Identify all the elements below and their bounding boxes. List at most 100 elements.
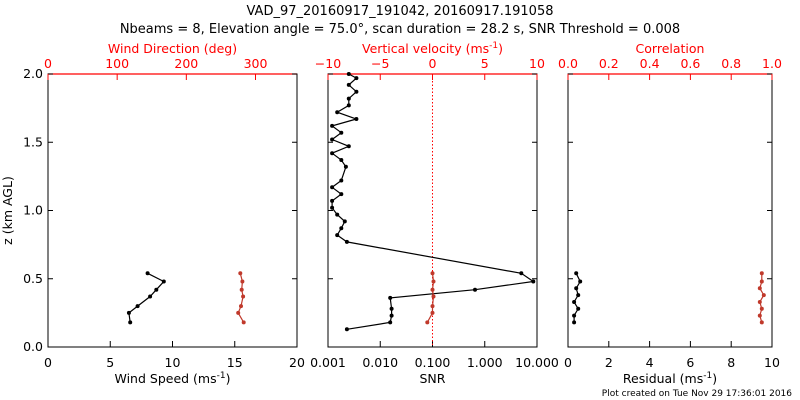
wind-ylabel: z (km AGL) — [0, 176, 15, 245]
wind-series-1-point — [238, 271, 243, 276]
wind-ytick-label: 0.5 — [23, 271, 43, 286]
snr-series-0-point — [339, 158, 344, 162]
wind-ytick-label: 0.0 — [23, 339, 43, 354]
residual-series-0-point — [574, 271, 579, 276]
snr-series-0-point — [354, 76, 359, 81]
snr-series-1-point — [430, 287, 435, 292]
wind-xtick-top-label: 100 — [105, 56, 129, 71]
snr-series-0-point — [388, 295, 393, 300]
wind-xtick-bottom-label: 0 — [44, 355, 52, 370]
figure-title-line1: VAD_97_20160917_191042, 20160917.191058 — [247, 4, 554, 19]
residual-series-1-point — [757, 300, 762, 304]
wind-series-0-point — [145, 271, 150, 276]
snr-series-0-point — [335, 212, 340, 217]
residual-xtick-top-label: 1.0 — [762, 56, 782, 71]
snr-xtick-top-label: −5 — [371, 56, 389, 71]
residual-series-0-point — [576, 293, 581, 298]
wind-bottom-axis-label: Wind Speed (ms-1) — [115, 371, 231, 386]
snr-series-0-point — [343, 164, 348, 169]
snr-xtick-bottom-label: 10.000 — [515, 355, 559, 370]
wind-xtick-top-label: 200 — [174, 56, 198, 71]
figure-title-line2: Nbeams = 8, Elevation angle = 75.0°, sca… — [120, 22, 680, 37]
snr-series-0-point — [531, 279, 536, 284]
snr-series-0-point — [346, 103, 351, 108]
snr-series-0-point — [330, 123, 335, 128]
snr-series-1-point — [430, 304, 435, 309]
residual-xtick-top-label: 0.6 — [680, 56, 700, 71]
residual-bottom-axis-label-superscript: -1 — [703, 371, 712, 381]
wind-top-axis-label: Wind Direction (deg) — [108, 41, 237, 56]
residual-bottom-axis-label: Residual (ms-1) — [623, 371, 717, 386]
snr-xtick-top-label: −10 — [315, 56, 341, 71]
snr-series-0-point — [339, 226, 344, 231]
wind-xtick-bottom-label: 20 — [289, 355, 305, 370]
wind-frame — [47, 73, 298, 348]
snr-xtick-top-label: 0 — [429, 56, 437, 71]
wind-ytick-label: 1.5 — [23, 134, 43, 149]
residual-series-0-point — [576, 306, 581, 311]
snr-series-0-point — [344, 239, 349, 244]
snr-series-0-point — [342, 219, 347, 224]
snr-series-0-point — [346, 72, 351, 76]
wind-bottom-axis-label-superscript: -1 — [217, 371, 226, 381]
snr-top-axis-label-superscript: -1 — [489, 41, 498, 51]
residual-xtick-top-label: 0.4 — [640, 56, 660, 71]
snr-series-0-point — [346, 144, 351, 149]
residual-frame — [567, 73, 773, 348]
snr-series-0-point — [330, 198, 335, 203]
snr-series-0-point — [519, 271, 524, 276]
wind-series-0-point — [128, 320, 133, 325]
snr-series-0-point — [473, 287, 477, 292]
wind-series-1-point — [241, 294, 246, 299]
wind-series-1-point — [239, 304, 243, 309]
residual-series-0-point — [572, 320, 577, 325]
wind-series-0-line — [128, 272, 165, 323]
snr-series-0-point — [389, 313, 394, 318]
residual-top-axis-label-text: Correlation — [636, 41, 705, 56]
snr-series-0-point — [346, 96, 351, 101]
wind-xtick-bottom-label: 10 — [165, 355, 181, 370]
residual-xtick-bottom-label: 6 — [686, 355, 694, 370]
wind-series-0-point — [135, 304, 140, 309]
residual-bottom-axis-label-text: Residual (ms — [623, 371, 703, 386]
snr-series-1-point — [430, 271, 435, 276]
wind-top-axis-label-text: Wind Direction (deg) — [108, 41, 237, 56]
residual-series-1-point — [759, 279, 764, 284]
snr-series-0-point — [344, 327, 349, 332]
snr-series-0-point — [335, 233, 340, 238]
residual-series-1-point — [761, 293, 766, 298]
panel-wind: 0.00.51.01.52.0z (km AGL)0 5 10 15 200 100 200… — [0, 41, 305, 386]
snr-bottom-axis-label: SNR — [420, 371, 446, 386]
panel-residual: 0 2 4 6 8 10 0.0 0.2 0.4 0.6 0.8 1.0 Residual (ms-1)… — [558, 41, 782, 386]
residual-xtick-bottom-label: 0 — [564, 355, 572, 370]
residual-top-axis-label: Correlation — [636, 41, 705, 56]
wind-series-0-point — [161, 279, 166, 284]
residual-series-1-point — [757, 313, 762, 318]
snr-series-0-point — [330, 137, 335, 142]
wind-bottom-axis-label-text: Wind Speed (ms — [115, 371, 217, 386]
snr-series-0-point — [330, 205, 335, 210]
residual-series-0-point — [572, 313, 577, 318]
residual-series-1-point — [759, 320, 764, 325]
snr-series-0-point — [335, 110, 340, 115]
snr-series-1-point — [431, 294, 436, 299]
snr-series-0-point — [388, 320, 393, 325]
residual-series-0-point — [572, 300, 577, 304]
snr-series-1-point — [425, 320, 430, 325]
residual-xtick-bottom-label: 10 — [764, 355, 780, 370]
chart-panels: 0.00.51.01.52.0z (km AGL)0 5 10 15 200 100 200… — [0, 41, 782, 386]
wind-bottom-axis-label-end: ) — [226, 371, 231, 386]
snr-xtick-top-label: 5 — [481, 56, 489, 71]
wind-xtick-bottom-label: 15 — [227, 355, 243, 370]
residual-series-1-point — [759, 306, 764, 311]
residual-xtick-top-label: 0.8 — [721, 56, 741, 71]
residual-xtick-top-label: 0.2 — [599, 56, 619, 71]
wind-series-1-point — [236, 310, 241, 315]
snr-series-0-point — [389, 306, 394, 311]
snr-series-0-point — [339, 130, 344, 135]
snr-xtick-bottom-label: 1.000 — [467, 355, 503, 370]
residual-series-0-point — [574, 286, 579, 291]
snr-bottom-axis-label-text: SNR — [420, 371, 446, 386]
wind-series-1-point — [241, 320, 246, 325]
residual-xtick-bottom-label: 2 — [605, 355, 613, 370]
